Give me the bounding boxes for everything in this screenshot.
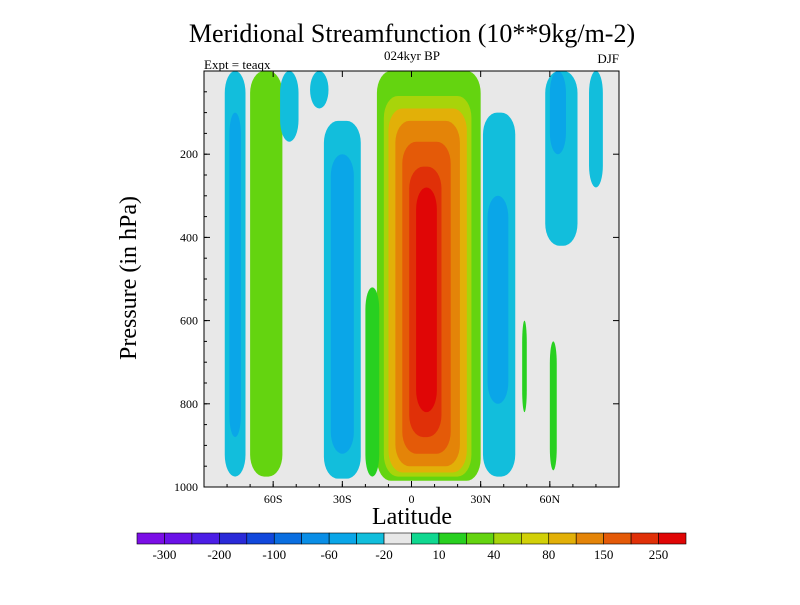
contour-region (330, 154, 354, 454)
colorbar-swatch (466, 532, 495, 545)
colorbar-swatch (548, 532, 577, 545)
contour-region (280, 71, 299, 142)
colorbar-swatch (603, 532, 632, 545)
experiment-label: Expt = teaqx (204, 57, 271, 72)
colorbar-label: -100 (262, 547, 286, 562)
y-tick-label: 600 (180, 314, 198, 328)
colorbar-label: 80 (542, 547, 555, 562)
colorbar-swatch (136, 532, 165, 545)
colorbar-swatch (438, 532, 467, 545)
colorbar-swatch (356, 532, 385, 545)
colorbar-swatch (219, 532, 248, 545)
colorbar-label: -200 (207, 547, 231, 562)
contour-region (589, 71, 603, 188)
contour-region (229, 112, 241, 438)
y-tick-label: 400 (180, 230, 198, 244)
y-axis-ticks: 200 400 600 800 1000 (174, 70, 619, 494)
colorbar-swatch (658, 532, 687, 545)
colorbar-swatch (301, 532, 330, 545)
contour-region (365, 287, 380, 477)
contour-region (250, 71, 283, 477)
contour-region (416, 187, 437, 413)
contour-region (549, 71, 566, 155)
colorbar-swatch (630, 532, 659, 545)
colorbar-label: -60 (320, 547, 337, 562)
chart-subtitle: 024kyr BP (384, 48, 440, 63)
colorbar-label: 250 (649, 547, 669, 562)
colorbar-label: 150 (594, 547, 614, 562)
x-tick-label: 30S (333, 492, 352, 506)
y-axis-label: Pressure (in hPa) (116, 196, 142, 360)
x-tick-label: 60N (539, 492, 560, 506)
contour-region (487, 195, 509, 404)
colorbar-swatch (191, 532, 220, 545)
x-axis-label: Latitude (372, 504, 452, 530)
colorbar-swatch (575, 532, 604, 545)
colorbar-label: 40 (487, 547, 500, 562)
colorbar-swatch (273, 532, 303, 545)
colorbar-swatch (520, 532, 550, 545)
y-tick-label: 200 (180, 147, 198, 161)
colorbar-label: 10 (432, 547, 445, 562)
colorbar-swatch (328, 532, 357, 545)
colorbar-swatch (411, 532, 440, 545)
contour-regions (224, 71, 603, 481)
colorbar-swatch (164, 532, 193, 545)
x-axis-ticks: 60S 30S 0 30N 60N (203, 71, 620, 506)
colorbar-swatch (493, 532, 522, 545)
colorbar-label: -300 (153, 547, 177, 562)
colorbar-label: -20 (375, 547, 392, 562)
colorbar-swatch (246, 532, 275, 545)
contour-region (310, 71, 329, 109)
x-tick-label: 0 (409, 492, 415, 506)
contour-region (549, 341, 557, 471)
chart-title: Meridional Streamfunction (10**9kg/m-2) (189, 19, 635, 48)
season-label: DJF (597, 51, 619, 66)
contour-region (522, 320, 527, 413)
y-tick-label: 800 (180, 397, 198, 411)
x-tick-label: 60S (264, 492, 283, 506)
colorbar: -300 -200 -100 -60 -20 10 40 80 150 250 (136, 532, 687, 562)
x-tick-label: 30N (470, 492, 491, 506)
colorbar-swatch (383, 532, 412, 545)
y-tick-label: 1000 (174, 480, 198, 494)
